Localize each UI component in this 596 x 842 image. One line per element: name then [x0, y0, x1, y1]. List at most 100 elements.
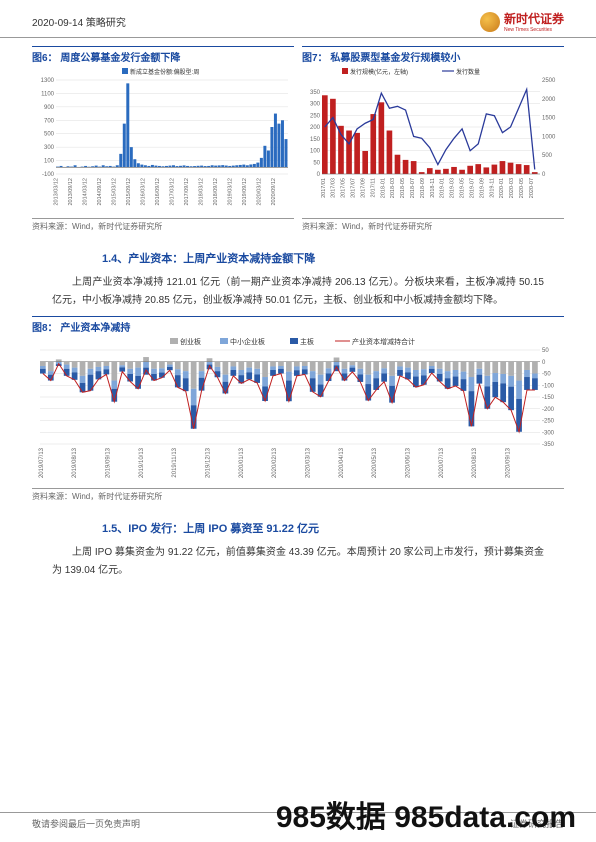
svg-text:0: 0: [317, 172, 321, 178]
svg-text:2020/06/13: 2020/06/13: [406, 447, 412, 478]
svg-text:0: 0: [542, 172, 546, 178]
figure-7-title: 图7： 私募股票型基金发行规模较小: [302, 46, 564, 64]
brand-block: 新时代证券 New Times Securities: [480, 10, 564, 33]
svg-text:0: 0: [542, 360, 546, 366]
svg-text:2013/09/12: 2013/09/12: [68, 178, 74, 206]
svg-text:-350: -350: [542, 442, 555, 448]
svg-text:350: 350: [310, 90, 321, 96]
section-1-5-title: 1.5、IPO 发行：上周 IPO 募资至 91.22 亿元: [102, 520, 564, 536]
svg-text:2017/09: 2017/09: [360, 178, 366, 198]
figure-6-source: 资料来源：Wind，新时代证券研究所: [32, 218, 294, 232]
svg-text:2020/04/13: 2020/04/13: [339, 447, 345, 478]
svg-text:2019/07/13: 2019/07/13: [39, 447, 45, 478]
footer-disclaimer: 敬请参阅最后一页免责声明: [32, 817, 140, 830]
svg-text:1300: 1300: [41, 78, 55, 84]
svg-text:1100: 1100: [41, 91, 55, 97]
svg-text:100: 100: [310, 149, 321, 155]
figure-7-source: 资料来源：Wind，新时代证券研究所: [302, 218, 564, 232]
svg-text:主板: 主板: [300, 337, 314, 346]
svg-text:2014/03/12: 2014/03/12: [82, 178, 88, 206]
svg-text:2019-07: 2019-07: [469, 178, 475, 198]
svg-text:1500: 1500: [542, 116, 556, 122]
figure-7-chart: 0 50 100 150 200 250 300 350 0 500 1000 1500 2000 250…: [302, 66, 564, 216]
svg-text:300: 300: [44, 145, 55, 151]
svg-text:2020/03/12: 2020/03/12: [256, 178, 262, 206]
svg-text:1000: 1000: [542, 134, 556, 140]
svg-text:新成立基金份额:偏股型:周: 新成立基金份额:偏股型:周: [130, 68, 199, 76]
section-1-4-title: 1.4、产业资本：上周产业资本减持金额下降: [102, 250, 564, 266]
svg-text:2019/09/12: 2019/09/12: [242, 178, 248, 206]
svg-text:2017/01: 2017/01: [321, 178, 327, 198]
figure-6-chart: -10010030050070090011001300新成立基金份额:偏股型:周…: [32, 66, 294, 216]
svg-text:2015/03/12: 2015/03/12: [111, 178, 117, 206]
svg-text:2017/09/12: 2017/09/12: [184, 178, 190, 206]
svg-text:2020/05/13: 2020/05/13: [372, 447, 378, 478]
svg-text:产业资本增减持合计: 产业资本增减持合计: [352, 337, 415, 346]
svg-text:中小企业板: 中小企业板: [230, 337, 265, 346]
svg-text:2020/07/13: 2020/07/13: [439, 447, 445, 478]
svg-text:2020/08/13: 2020/08/13: [472, 447, 478, 478]
svg-text:2017/07: 2017/07: [351, 178, 357, 198]
figure-8-source: 资料来源：Wind，新时代证券研究所: [32, 488, 564, 502]
svg-text:50: 50: [542, 348, 549, 354]
svg-text:-50: -50: [542, 372, 551, 378]
svg-text:500: 500: [44, 132, 55, 138]
section-1-4-text: 上周产业资本净减持 121.01 亿元（前一期产业资本净减持 206.13 亿元…: [52, 274, 544, 310]
figure-7: 图7： 私募股票型基金发行规模较小 0501001502002503003500…: [302, 46, 564, 232]
svg-text:2019-01: 2019-01: [440, 178, 446, 198]
svg-text:2016/03/12: 2016/03/12: [140, 178, 146, 206]
svg-text:2019-03: 2019-03: [450, 178, 456, 198]
svg-text:2020/02/13: 2020/02/13: [272, 447, 278, 478]
svg-text:250: 250: [310, 113, 321, 119]
svg-text:2020/09/12: 2020/09/12: [271, 178, 277, 206]
svg-text:50: 50: [313, 160, 320, 166]
svg-text:900: 900: [44, 105, 55, 111]
svg-text:2018/09/12: 2018/09/12: [213, 178, 219, 206]
brand-logo-icon: [480, 12, 500, 32]
brand-name-en: New Times Securities: [504, 27, 564, 33]
svg-text:300: 300: [310, 102, 321, 108]
svg-text:-100: -100: [542, 383, 555, 389]
svg-text:-100: -100: [42, 172, 55, 178]
svg-text:2017/03/12: 2017/03/12: [169, 178, 175, 206]
svg-text:150: 150: [310, 137, 321, 143]
svg-text:发行规模(亿元，左轴): 发行规模(亿元，左轴): [350, 68, 408, 76]
svg-text:2018-03: 2018-03: [390, 178, 396, 198]
svg-text:2018-05: 2018-05: [400, 178, 406, 198]
svg-text:2018-09: 2018-09: [420, 178, 426, 198]
svg-text:2015/09/12: 2015/09/12: [126, 178, 132, 206]
svg-text:2020-07: 2020-07: [529, 178, 535, 198]
svg-text:2016/09/12: 2016/09/12: [155, 178, 161, 206]
svg-text:创业板: 创业板: [180, 337, 201, 346]
svg-text:2019/08/13: 2019/08/13: [72, 447, 78, 478]
svg-text:200: 200: [310, 125, 321, 131]
svg-text:2020/03/13: 2020/03/13: [306, 447, 312, 478]
svg-text:2018/03/12: 2018/03/12: [198, 178, 204, 206]
chart-row-6-7: 图6： 周度公募基金发行金额下降 -1001003005007009001100…: [32, 46, 564, 232]
svg-text:2020/01/13: 2020/01/13: [239, 447, 245, 478]
svg-text:2019/10/13: 2019/10/13: [139, 447, 145, 478]
svg-text:2018-11: 2018-11: [430, 178, 436, 198]
svg-text:2013/03/12: 2013/03/12: [53, 178, 59, 206]
svg-text:2018-01: 2018-01: [380, 178, 386, 198]
svg-text:2019-11: 2019-11: [489, 178, 495, 198]
svg-text:700: 700: [44, 118, 55, 124]
svg-text:2020-05: 2020-05: [519, 178, 525, 198]
svg-text:-250: -250: [542, 419, 555, 425]
svg-text:2000: 2000: [542, 97, 556, 103]
page-header: 2020-09-14 策略研究 新时代证券 New Times Securiti…: [0, 0, 596, 38]
figure-8-chart: 500-50-100-150-200-250-300-350创业板中小企业板主板…: [32, 336, 564, 486]
svg-text:2017/05: 2017/05: [341, 178, 347, 198]
section-1-5-text: 上周 IPO 募集资金为 91.22 亿元，前值募集资金 43.39 亿元。本周…: [52, 544, 544, 580]
watermark-text: 985数据 985data.com: [276, 792, 576, 836]
svg-text:2019/09/13: 2019/09/13: [106, 447, 112, 478]
svg-text:2019/11/13: 2019/11/13: [172, 447, 178, 477]
svg-text:2017/11: 2017/11: [370, 178, 376, 197]
svg-text:2020-01: 2020-01: [499, 178, 505, 198]
svg-text:2017/03: 2017/03: [331, 178, 337, 198]
header-date-category: 2020-09-14 策略研究: [32, 14, 126, 29]
page-content: 图6： 周度公募基金发行金额下降 -1001003005007009001100…: [0, 38, 596, 580]
svg-text:2500: 2500: [542, 78, 556, 84]
svg-text:2019/12/13: 2019/12/13: [206, 447, 212, 478]
svg-text:500: 500: [542, 153, 553, 159]
